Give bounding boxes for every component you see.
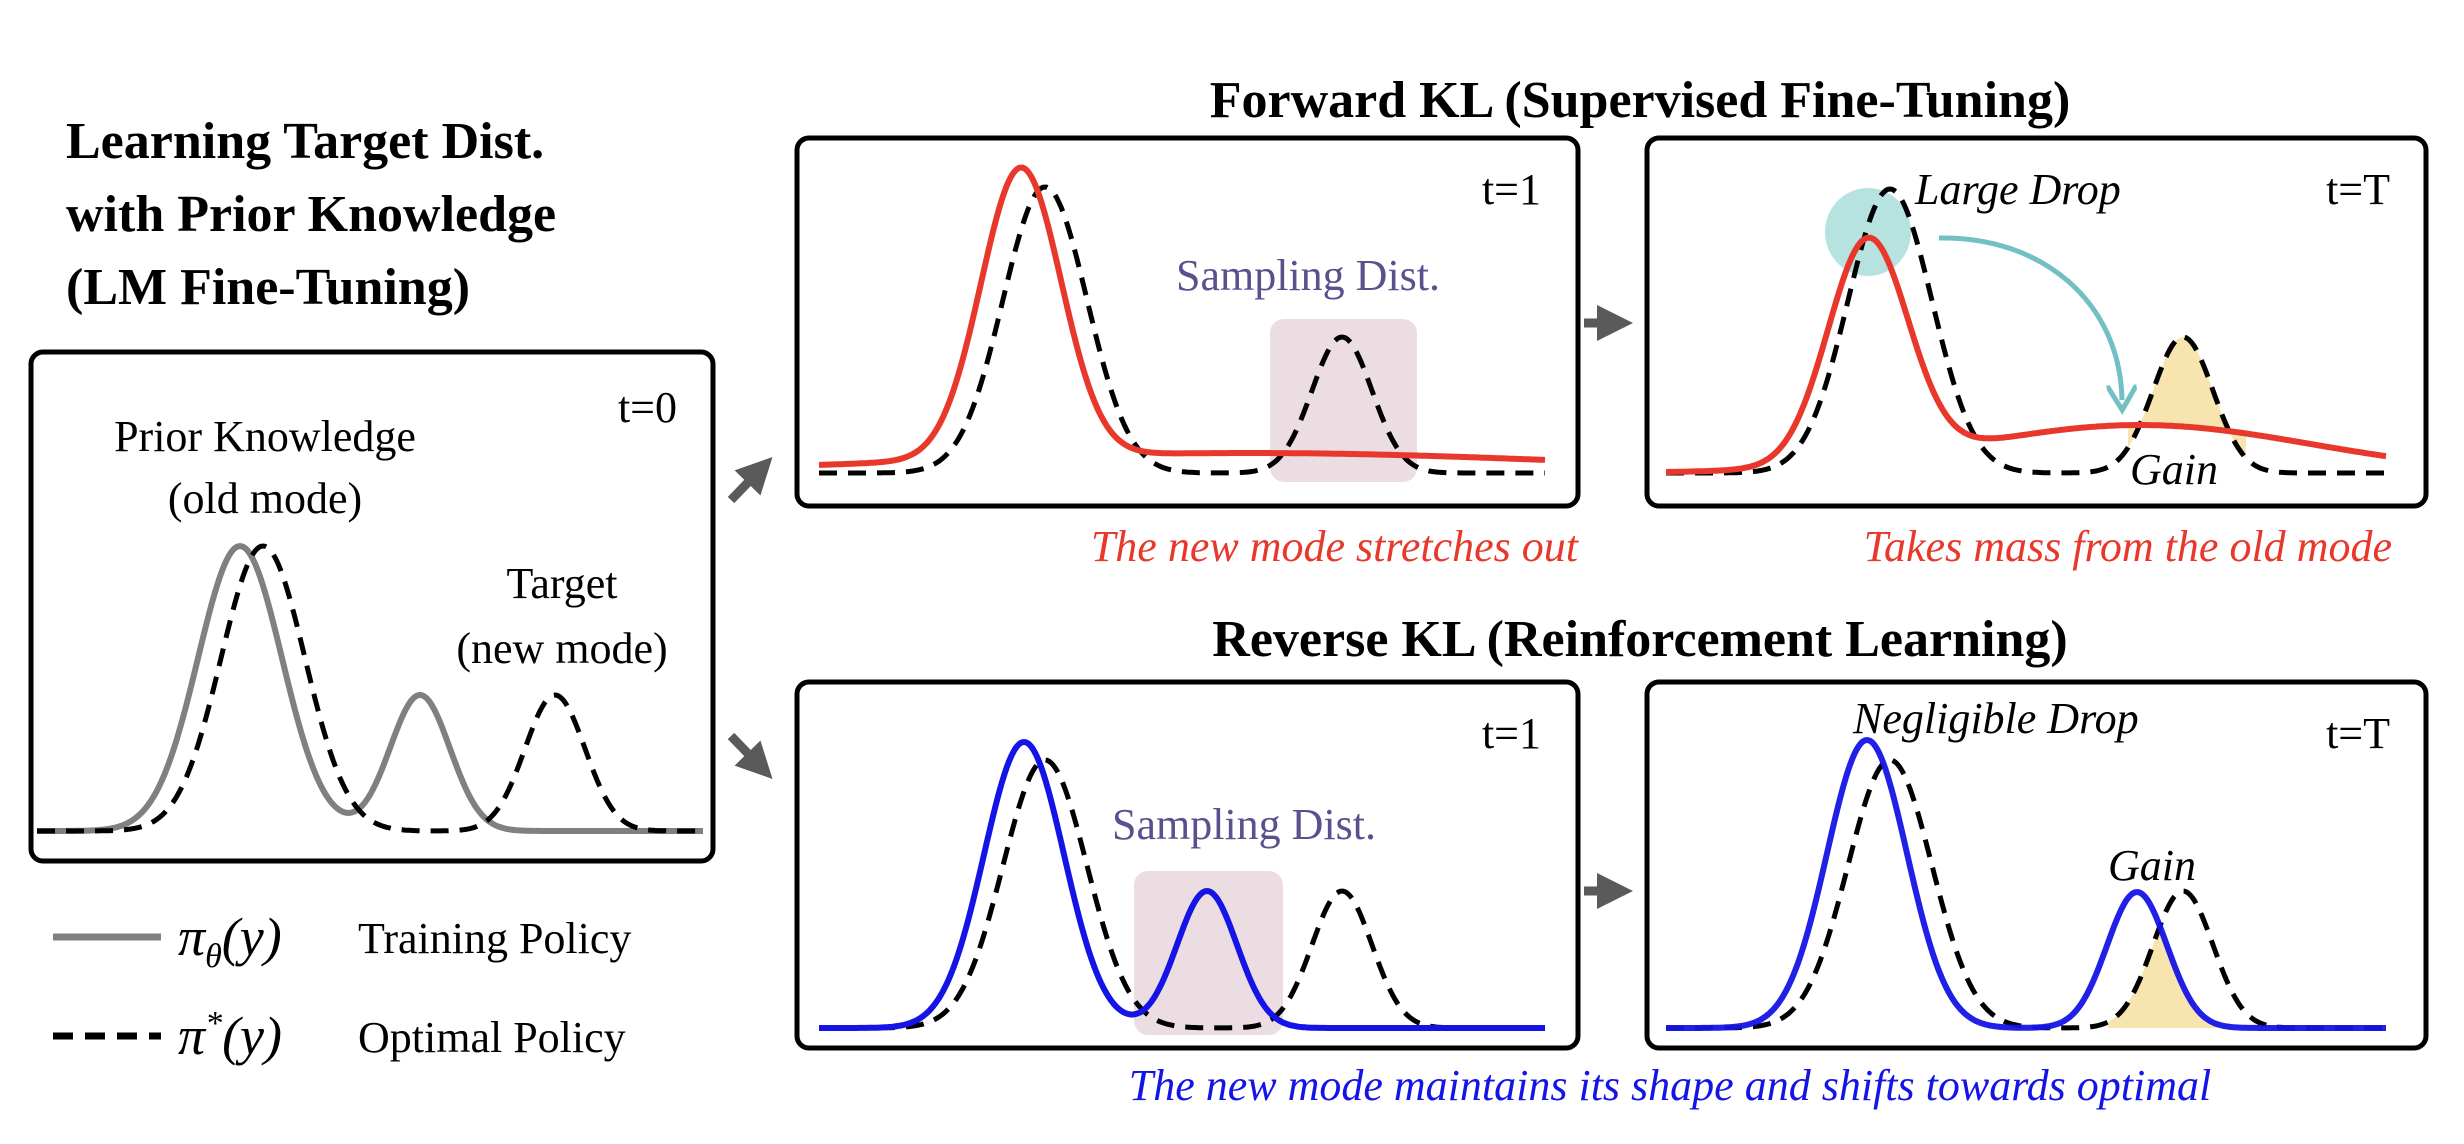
optimal-policy-curve [819,757,1545,1031]
reverse-panel-t1: t=1 Sampling Dist. [794,679,1581,1051]
forward-kl-header: Forward KL (Supervised Fine-Tuning) [1210,72,2071,129]
reverse-policy-curve [1666,737,2386,1031]
legend-training-symbol: πθ(y) [178,907,282,975]
forward-policy-curve [1666,234,2387,475]
mass-transfer-arrow-icon [1938,235,2122,400]
target-label-2: (new mode) [456,624,667,673]
arrow-to-reverse-icon [727,732,773,779]
reverse-policy-curve [819,739,1545,1031]
prior-label-2: (old mode) [168,474,362,523]
arrow-to-forward-icon [727,457,773,504]
left-title-line-1: Learning Target Dist. [66,113,544,170]
large-drop-label: Large Drop [1914,165,2121,214]
prior-label-1: Prior Knowledge [114,412,416,461]
reverse-caption: The new mode maintains its shape and shi… [1129,1061,2212,1110]
negligible-drop-label: Negligible Drop [1852,694,2139,743]
time-label: t=1 [1482,165,1541,214]
reverse-kl-header: Reverse KL (Reinforcement Learning) [1212,611,2067,668]
left-title-line-2: with Prior Knowledge [66,186,556,243]
left-title-line-3: (LM Fine-Tuning) [66,259,470,316]
legend-optimal-symbol: π*(y) [178,1005,282,1066]
time-label: t=T [2326,165,2390,214]
legend: πθ(y) Training Policy π*(y) Optimal Poli… [53,907,631,1066]
forward-caption-1: The new mode stretches out [1091,522,1580,571]
gain-label: Gain [2108,841,2196,890]
legend-optimal-label: Optimal Policy [358,1013,626,1062]
legend-training-label: Training Policy [358,914,631,963]
optimal-policy-curve [1666,186,2386,476]
sampling-dist-label: Sampling Dist. [1176,251,1440,300]
panel-t0: t=0 Prior Knowledge (old mode) Target (n… [28,349,716,864]
gain-label: Gain [2130,445,2218,494]
forward-panel-t1: t=1 Sampling Dist. [794,135,1581,509]
sampling-dist-label: Sampling Dist. [1112,800,1376,849]
time-label: t=0 [618,383,677,432]
optimal-policy-curve [819,184,1545,476]
forward-caption-2: Takes mass from the old mode [1864,522,2392,571]
target-label-1: Target [507,559,618,608]
drop-highlight [1825,188,1911,276]
forward-panel-tT: t=T Large Drop Gain [1644,135,2429,509]
training-policy-curve [37,543,703,834]
time-label: t=1 [1482,709,1541,758]
sampling-dist-box [1270,319,1417,482]
forward-policy-curve [819,164,1546,468]
time-label: t=T [2326,709,2390,758]
reverse-panel-tT: t=T Negligible Drop Gain [1644,679,2429,1051]
sampling-dist-box [1134,871,1283,1035]
